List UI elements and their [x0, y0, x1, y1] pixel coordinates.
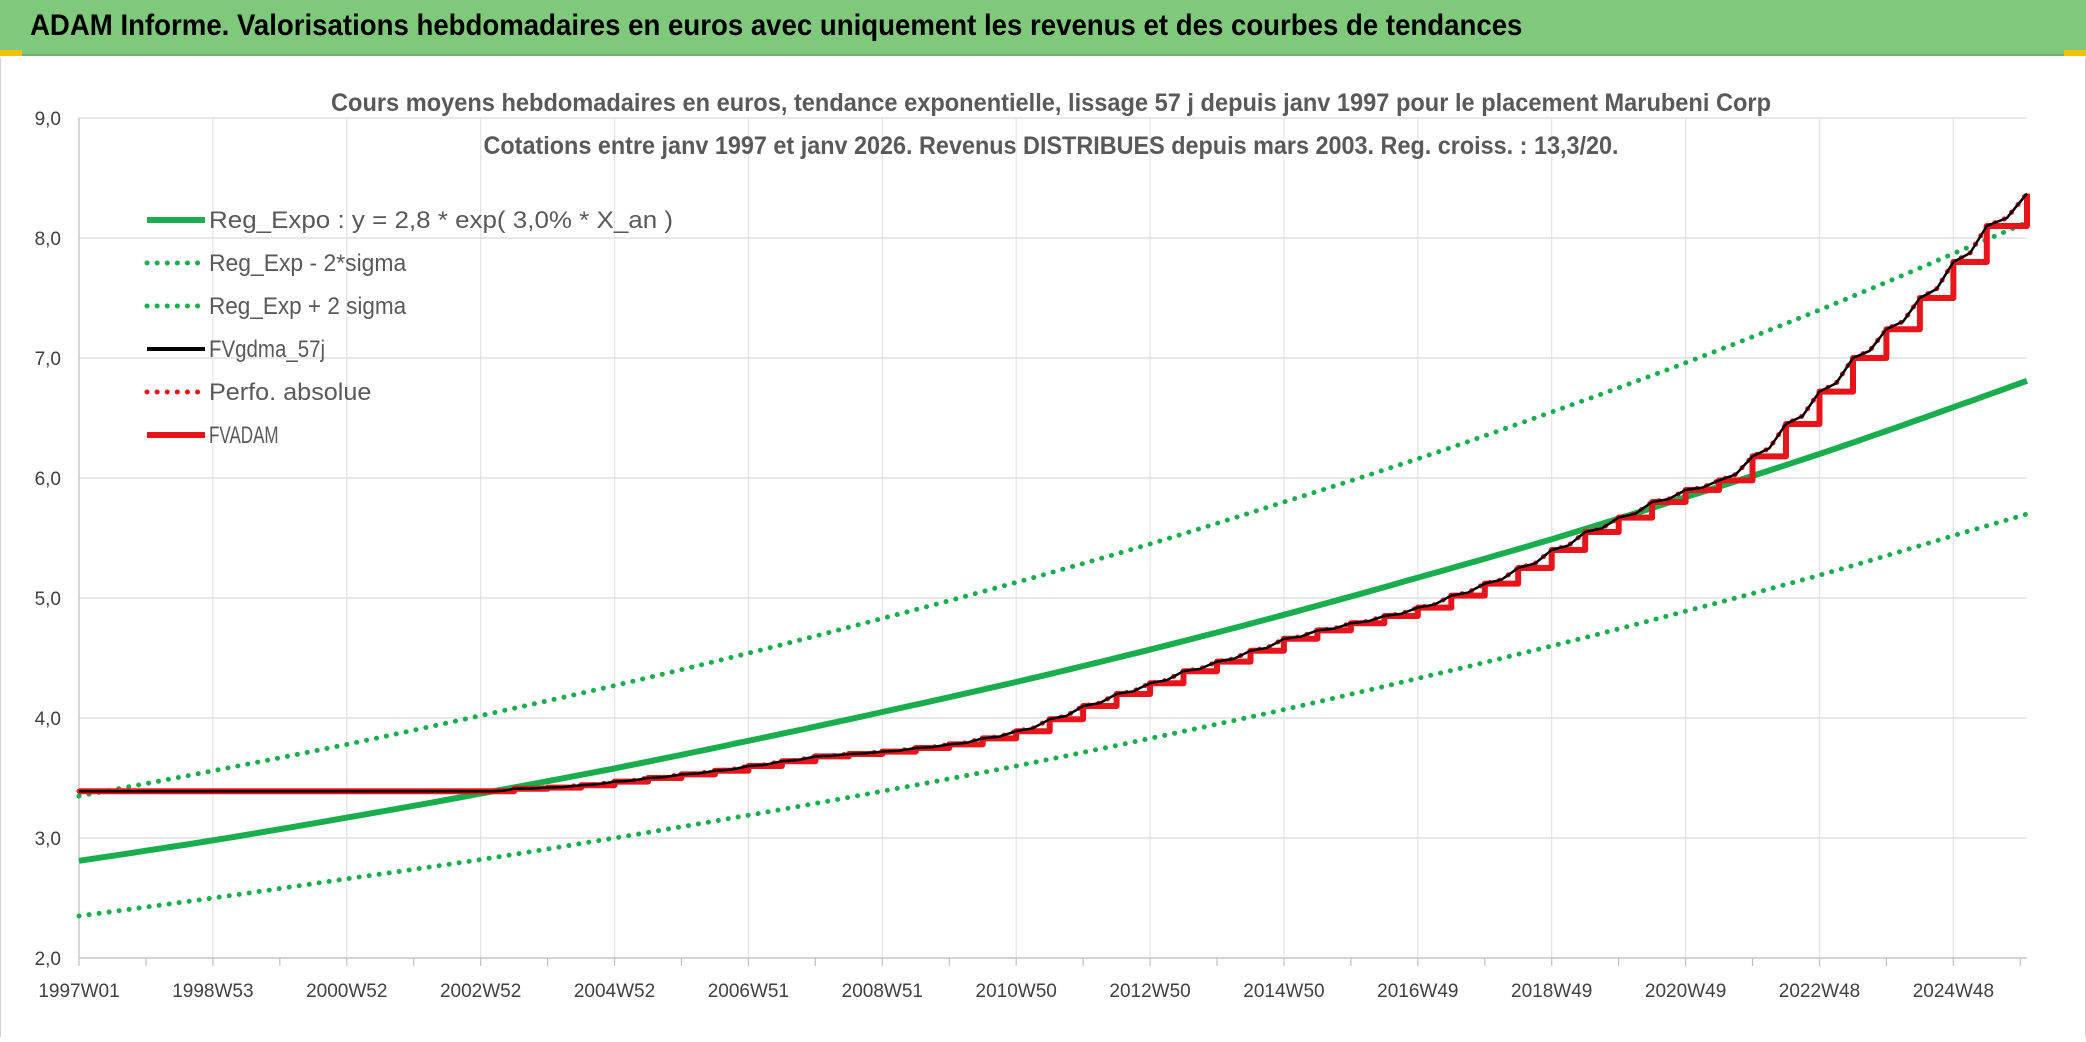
chart-area: 2,0 3,0 4,0 5,0 6,0 7,0 8,0 9,0 1997W01 1998W53 20… [0, 58, 2086, 1037]
x-tick-label: 2020W49 [1645, 981, 1726, 1002]
x-tick-label: 2012W50 [1109, 981, 1190, 1002]
chart-subtitle: Cotations entre janv 1997 et janv 2026. … [484, 132, 1619, 160]
x-tick-label: 2018W49 [1511, 981, 1592, 1002]
report-title: ADAM Informe. Valorisations hebdomadaire… [30, 9, 1523, 42]
y-tick-label: 9,0 [35, 109, 61, 130]
series-line-1 [76, 511, 2030, 919]
legend-label: Perfo. absolue [209, 379, 371, 406]
legend-label: Reg_Exp + 2 sigma [209, 293, 407, 320]
series-line-4 [76, 191, 2030, 794]
x-tick-label: 2008W51 [842, 981, 923, 1002]
corner-accent-right [2064, 50, 2086, 56]
y-tick-label: 3,0 [35, 829, 61, 850]
y-tick-label: 7,0 [35, 349, 61, 370]
x-tick-label: 2010W50 [976, 981, 1057, 1002]
corner-accent-left [0, 50, 22, 56]
y-tick-label: 2,0 [35, 949, 61, 970]
x-tick-label: 1997W01 [38, 981, 119, 1002]
series-line-2 [76, 219, 2030, 799]
line-chart: 2,0 3,0 4,0 5,0 6,0 7,0 8,0 9,0 1997W01 1998W53 20… [35, 89, 2030, 1002]
x-tick-label: 2002W52 [440, 981, 521, 1002]
series-line-3 [79, 192, 2028, 793]
y-tick-label: 8,0 [35, 229, 61, 250]
x-tick-label: 2016W49 [1377, 981, 1458, 1002]
series-line-5 [79, 193, 2030, 795]
x-tick-label: 2000W52 [306, 981, 387, 1002]
report-banner: ADAM Informe. Valorisations hebdomadaire… [0, 0, 2086, 56]
y-tick-label: 4,0 [35, 709, 61, 730]
x-tick-label: 2006W51 [708, 981, 789, 1002]
x-tick-label: 2022W48 [1779, 981, 1860, 1002]
x-tick-label: 2014W50 [1243, 981, 1324, 1002]
x-tick-label: 2004W52 [574, 981, 655, 1002]
x-tick-label: 1998W53 [172, 981, 253, 1002]
legend-label: Reg_Expo : y = 2,8 * exp( 3,0% * X_an ) [209, 207, 673, 234]
legend-label: Reg_Exp - 2*sigma [209, 250, 407, 277]
chart-title: Cours moyens hebdomadaires en euros, ten… [331, 89, 1771, 117]
y-tick-label: 5,0 [35, 589, 61, 610]
legend-label: FVgdma_57j [209, 336, 325, 363]
y-tick-label: 6,0 [35, 469, 61, 490]
legend-label: FVADAM [209, 422, 279, 449]
x-tick-label: 2024W48 [1913, 981, 1994, 1002]
